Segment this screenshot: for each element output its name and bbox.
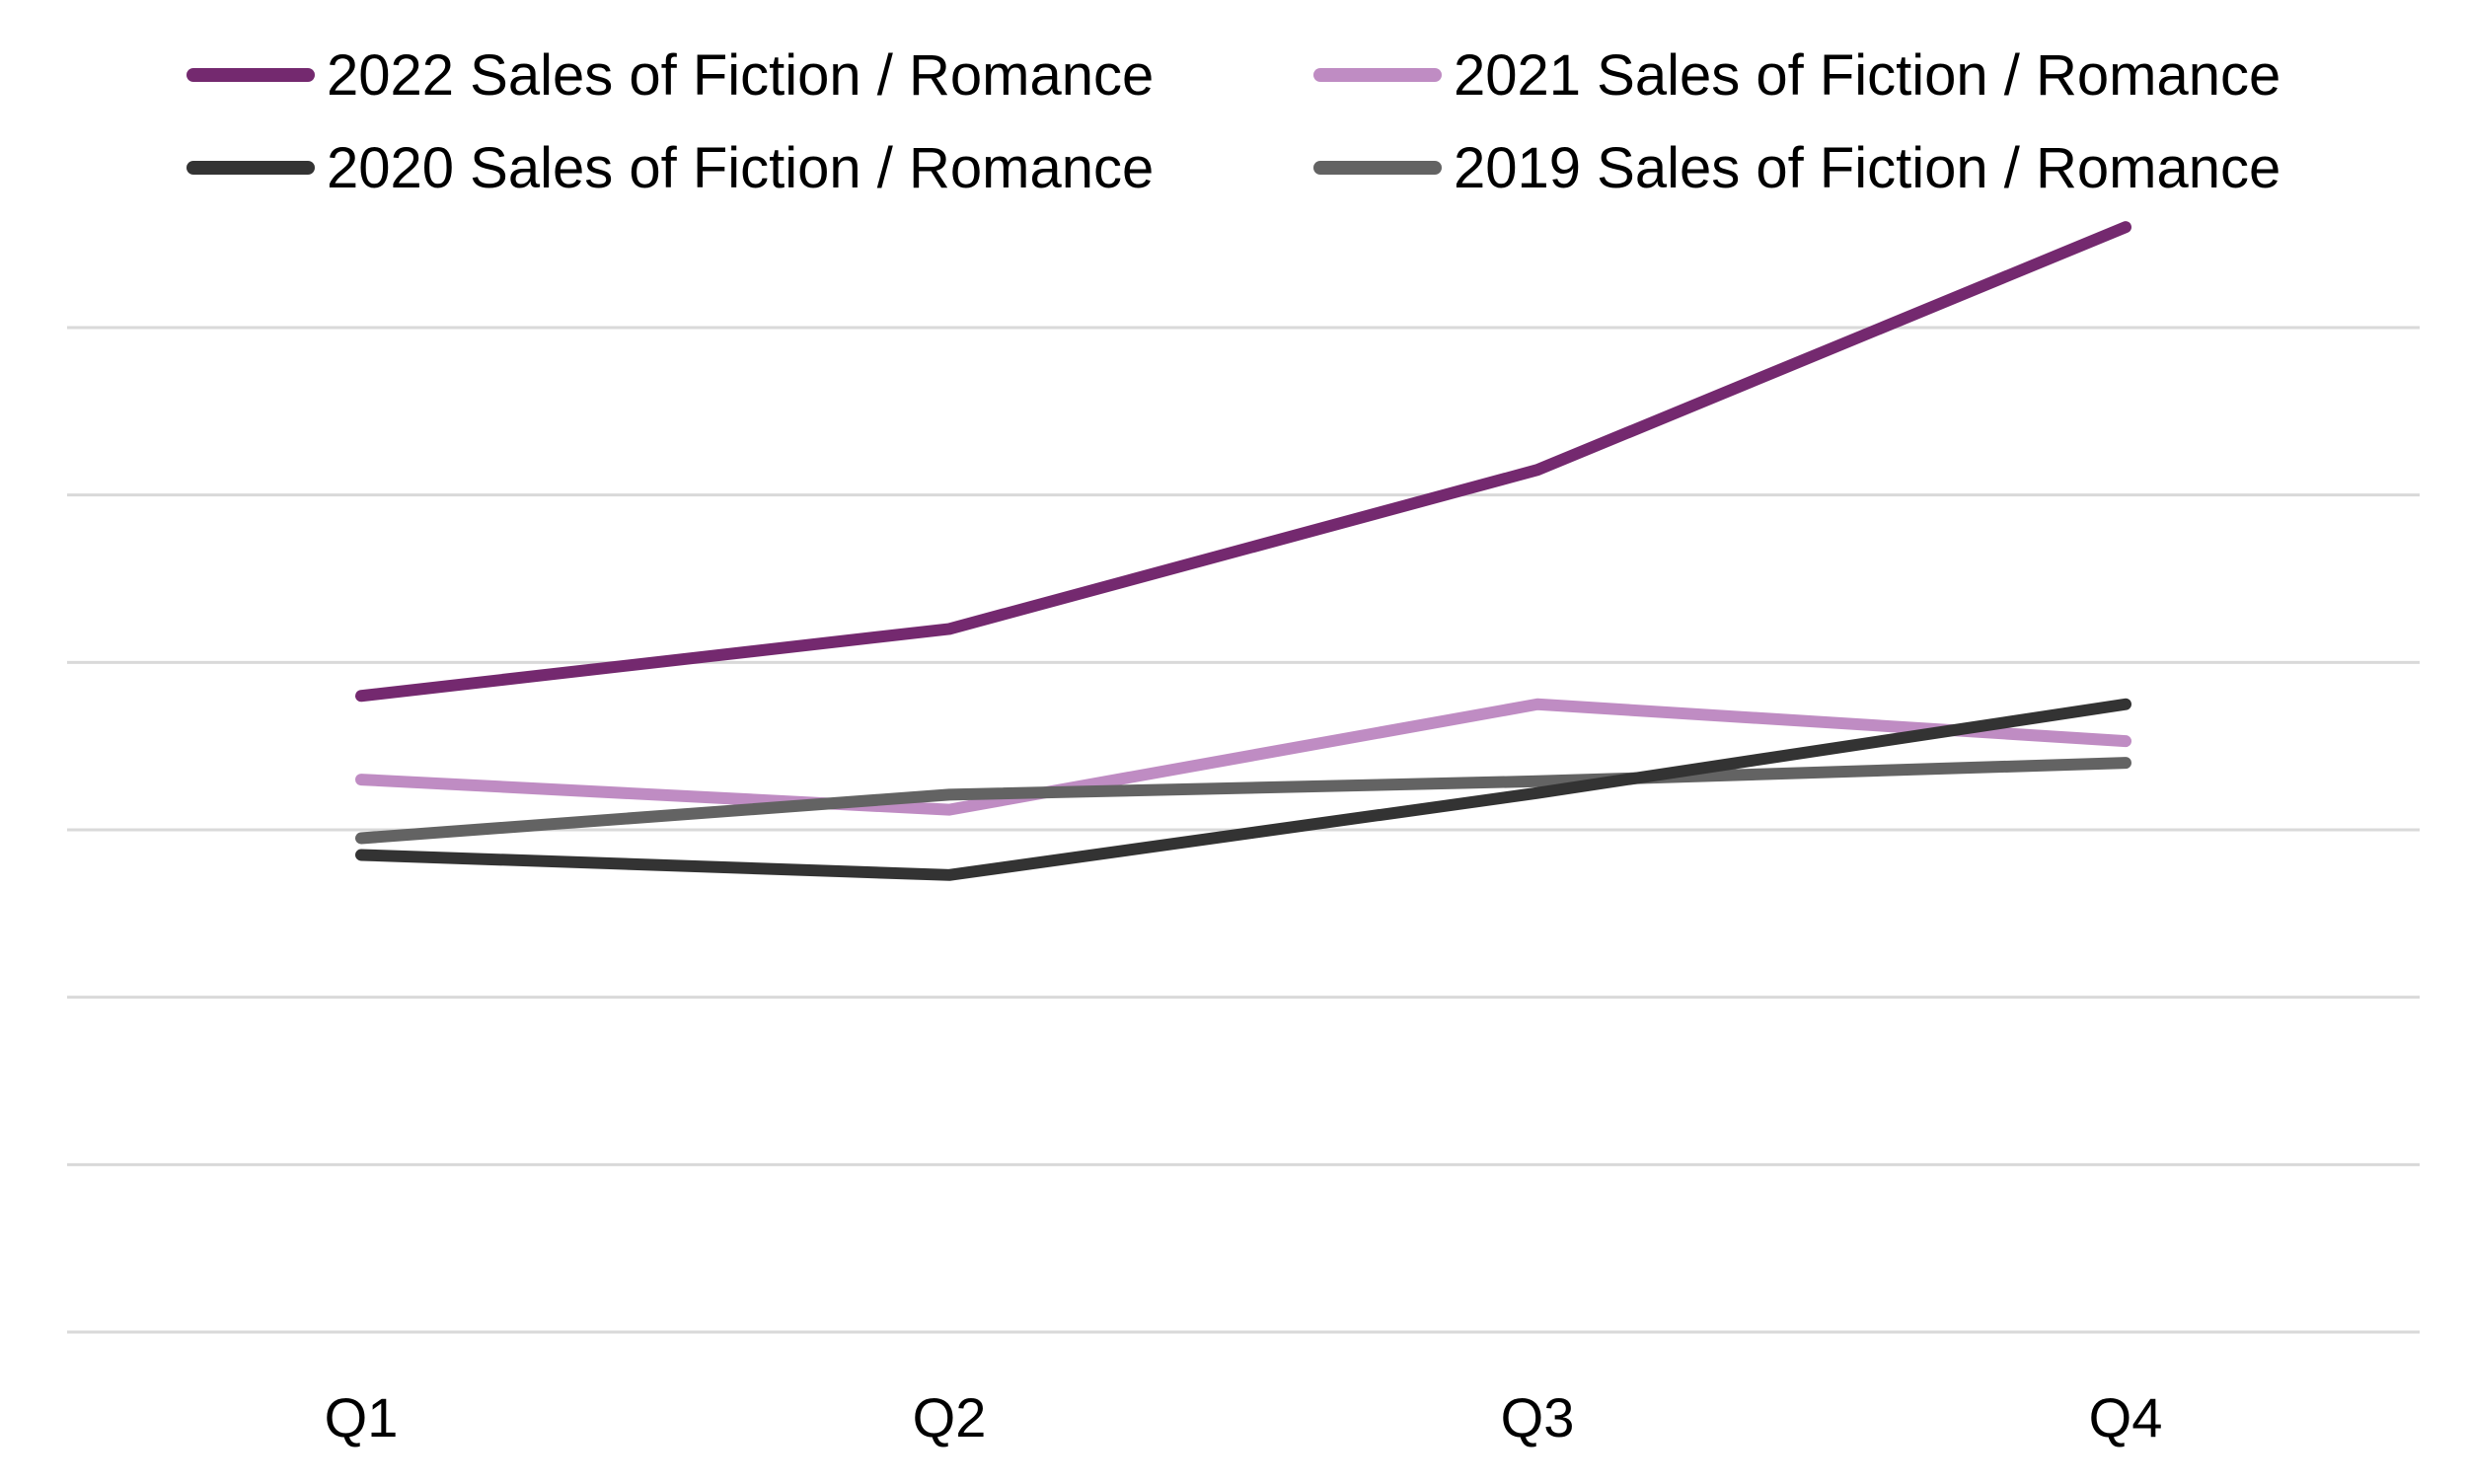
legend: 2022 Sales of Fiction / Romance 2021 Sale… bbox=[187, 43, 2280, 200]
x-tick-label: Q1 bbox=[325, 1386, 399, 1448]
series-line-2019 bbox=[355, 757, 2131, 845]
legend-item: 2021 Sales of Fiction / Romance bbox=[1313, 43, 2280, 108]
x-tick-label: Q2 bbox=[913, 1386, 987, 1448]
legend-label: 2022 Sales of Fiction / Romance bbox=[327, 43, 1154, 108]
legend-item: 2019 Sales of Fiction / Romance bbox=[1313, 136, 2280, 200]
series-lines bbox=[355, 221, 2131, 881]
legend-item: 2022 Sales of Fiction / Romance bbox=[187, 43, 1154, 108]
series-line-2022 bbox=[355, 221, 2131, 703]
legend-label: 2021 Sales of Fiction / Romance bbox=[1454, 43, 2280, 108]
series-line-2021 bbox=[355, 698, 2131, 816]
series-line-2020 bbox=[355, 698, 2131, 881]
legend-label: 2020 Sales of Fiction / Romance bbox=[327, 136, 1154, 200]
legend-item: 2020 Sales of Fiction / Romance bbox=[187, 136, 1154, 200]
x-tick-label: Q3 bbox=[1501, 1386, 1575, 1448]
legend-label: 2019 Sales of Fiction / Romance bbox=[1454, 136, 2280, 200]
x-axis-tick-labels: Q1 Q2 Q3 Q4 bbox=[325, 1386, 2163, 1448]
x-tick-label: Q4 bbox=[2089, 1386, 2163, 1448]
